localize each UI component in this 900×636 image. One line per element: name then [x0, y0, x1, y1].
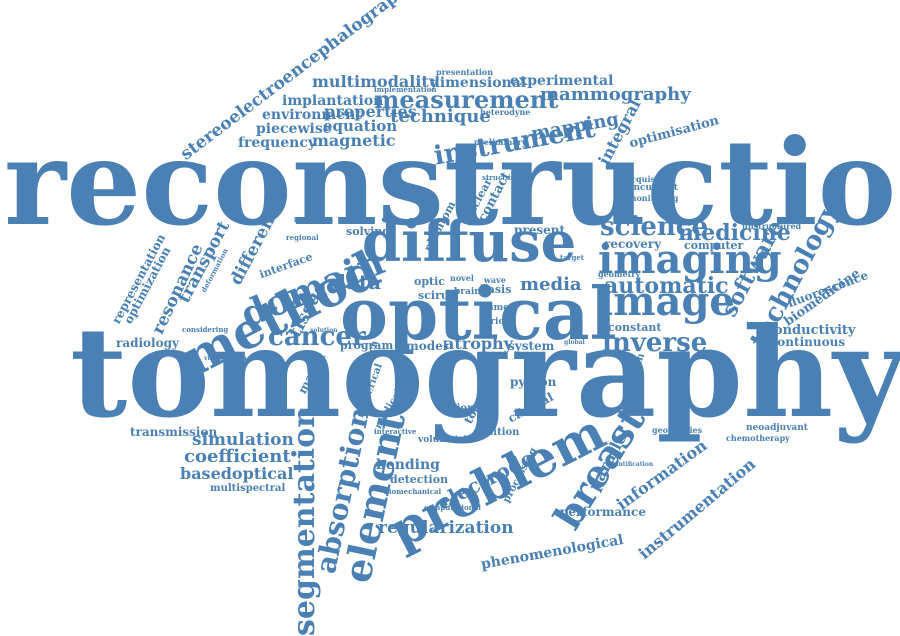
word-computational: computational: [424, 503, 481, 512]
word-structure: structure: [482, 173, 519, 182]
word-image: image: [598, 278, 735, 325]
word-technique: technique: [390, 106, 491, 127]
word-program: program: [340, 339, 394, 352]
word-implementation: implementation: [374, 85, 437, 94]
word-presentation: presentation: [436, 67, 494, 77]
word-solution: solution: [310, 327, 338, 334]
word-preliminary: preliminary: [474, 137, 527, 147]
word-system: system: [508, 339, 555, 353]
word-multispectral: multispectral: [210, 483, 286, 494]
word-experimental: experimental: [510, 73, 614, 89]
word-geometry: geometry: [598, 269, 641, 279]
word-concurrent: concurrent: [622, 183, 678, 193]
word-scirun: scirun: [418, 289, 457, 302]
word-biomechanical: biomechanical: [384, 487, 442, 496]
word-recovery: recovery: [604, 237, 662, 251]
word-mammography: mammography: [540, 84, 691, 105]
word-time: time: [486, 303, 509, 313]
word-python: python: [510, 375, 557, 389]
word-medicine: medicine: [678, 220, 791, 246]
word-properties: properties: [324, 102, 417, 121]
word-unstructured: unstructured: [742, 221, 802, 231]
word-magnetic: magnetic: [312, 131, 396, 150]
word-segmentation: segmentation: [287, 406, 322, 636]
word-simulation: simulation: [192, 430, 294, 450]
word-volumetric: volumetric: [418, 435, 473, 445]
word-media: media: [520, 274, 582, 295]
word-dimensional: dimensional: [430, 75, 527, 91]
word-science: science: [600, 212, 709, 242]
word-acquisition: acquisition: [626, 174, 676, 184]
word-basis: basis: [480, 283, 512, 296]
word-data: data: [332, 270, 382, 294]
word-regularization: regularization: [378, 518, 514, 538]
word-transmission: transmission: [130, 425, 218, 439]
word-phenomenological: phenomenological: [479, 531, 625, 573]
word-cancer: cancer: [268, 322, 366, 352]
word-heterodyne: heterodyne: [480, 107, 531, 117]
word-novel: novel: [450, 273, 474, 283]
word-piecewise: piecewise: [256, 121, 332, 137]
word-prior: prior: [484, 317, 510, 327]
word-bending: bending: [376, 457, 440, 473]
word-position: position: [474, 427, 520, 438]
word-quantification: quantification: [606, 461, 654, 468]
word-neoadjuvant: neoadjuvant: [746, 423, 808, 433]
word-atrophy: atrophy: [444, 334, 513, 353]
word-imaging: imaging: [598, 236, 782, 283]
word-wave: wave: [484, 275, 506, 285]
word-optic: optic: [414, 275, 445, 288]
word-environment: environment: [262, 107, 362, 123]
word-equation: equation: [323, 117, 398, 135]
word-constant: constant: [608, 321, 662, 334]
word-inverse: inverse: [602, 328, 708, 358]
word-radiology: radiology: [116, 336, 179, 350]
word-monitoring: monitoring: [628, 193, 679, 203]
word-conductivity: conductivity: [766, 323, 856, 338]
word-automatic: automatic: [604, 273, 729, 299]
word-considering: considering: [182, 325, 229, 334]
word-visualization: visualization: [204, 355, 247, 362]
word-diffuse: diffuse: [362, 209, 577, 275]
word-implantation: implantation: [282, 93, 384, 109]
word-interactive: interactive: [374, 427, 417, 436]
word-measurement: measurement: [374, 85, 559, 114]
word-present: present: [514, 223, 566, 237]
word-frequency: frequency: [238, 135, 317, 151]
word-performance: performance: [560, 505, 646, 519]
word-basedoptical: basedoptical: [180, 464, 294, 483]
word-model: model: [406, 339, 448, 353]
word-target: target: [560, 253, 585, 262]
word-region: region: [438, 403, 475, 414]
word-coefficient: coefficient: [184, 446, 291, 467]
word-regional: regional: [286, 233, 319, 242]
word-solving: solving: [346, 225, 390, 238]
word-global: global: [564, 339, 585, 346]
word-computer: computer: [684, 239, 744, 252]
word-geometries: geometries: [652, 425, 703, 435]
word-detection: detection: [390, 473, 449, 486]
word-tomography: tomography: [70, 301, 900, 446]
word-chemotherapy: chemotherapy: [726, 433, 790, 443]
word-brain: brain: [454, 287, 481, 297]
word-optical: optical: [340, 271, 617, 356]
word-localization: localization: [294, 217, 334, 224]
word-reconstruction: reconstruction: [4, 113, 900, 252]
word-continuous: continuous: [770, 335, 846, 349]
word-multimodality: multimodality: [312, 72, 439, 91]
